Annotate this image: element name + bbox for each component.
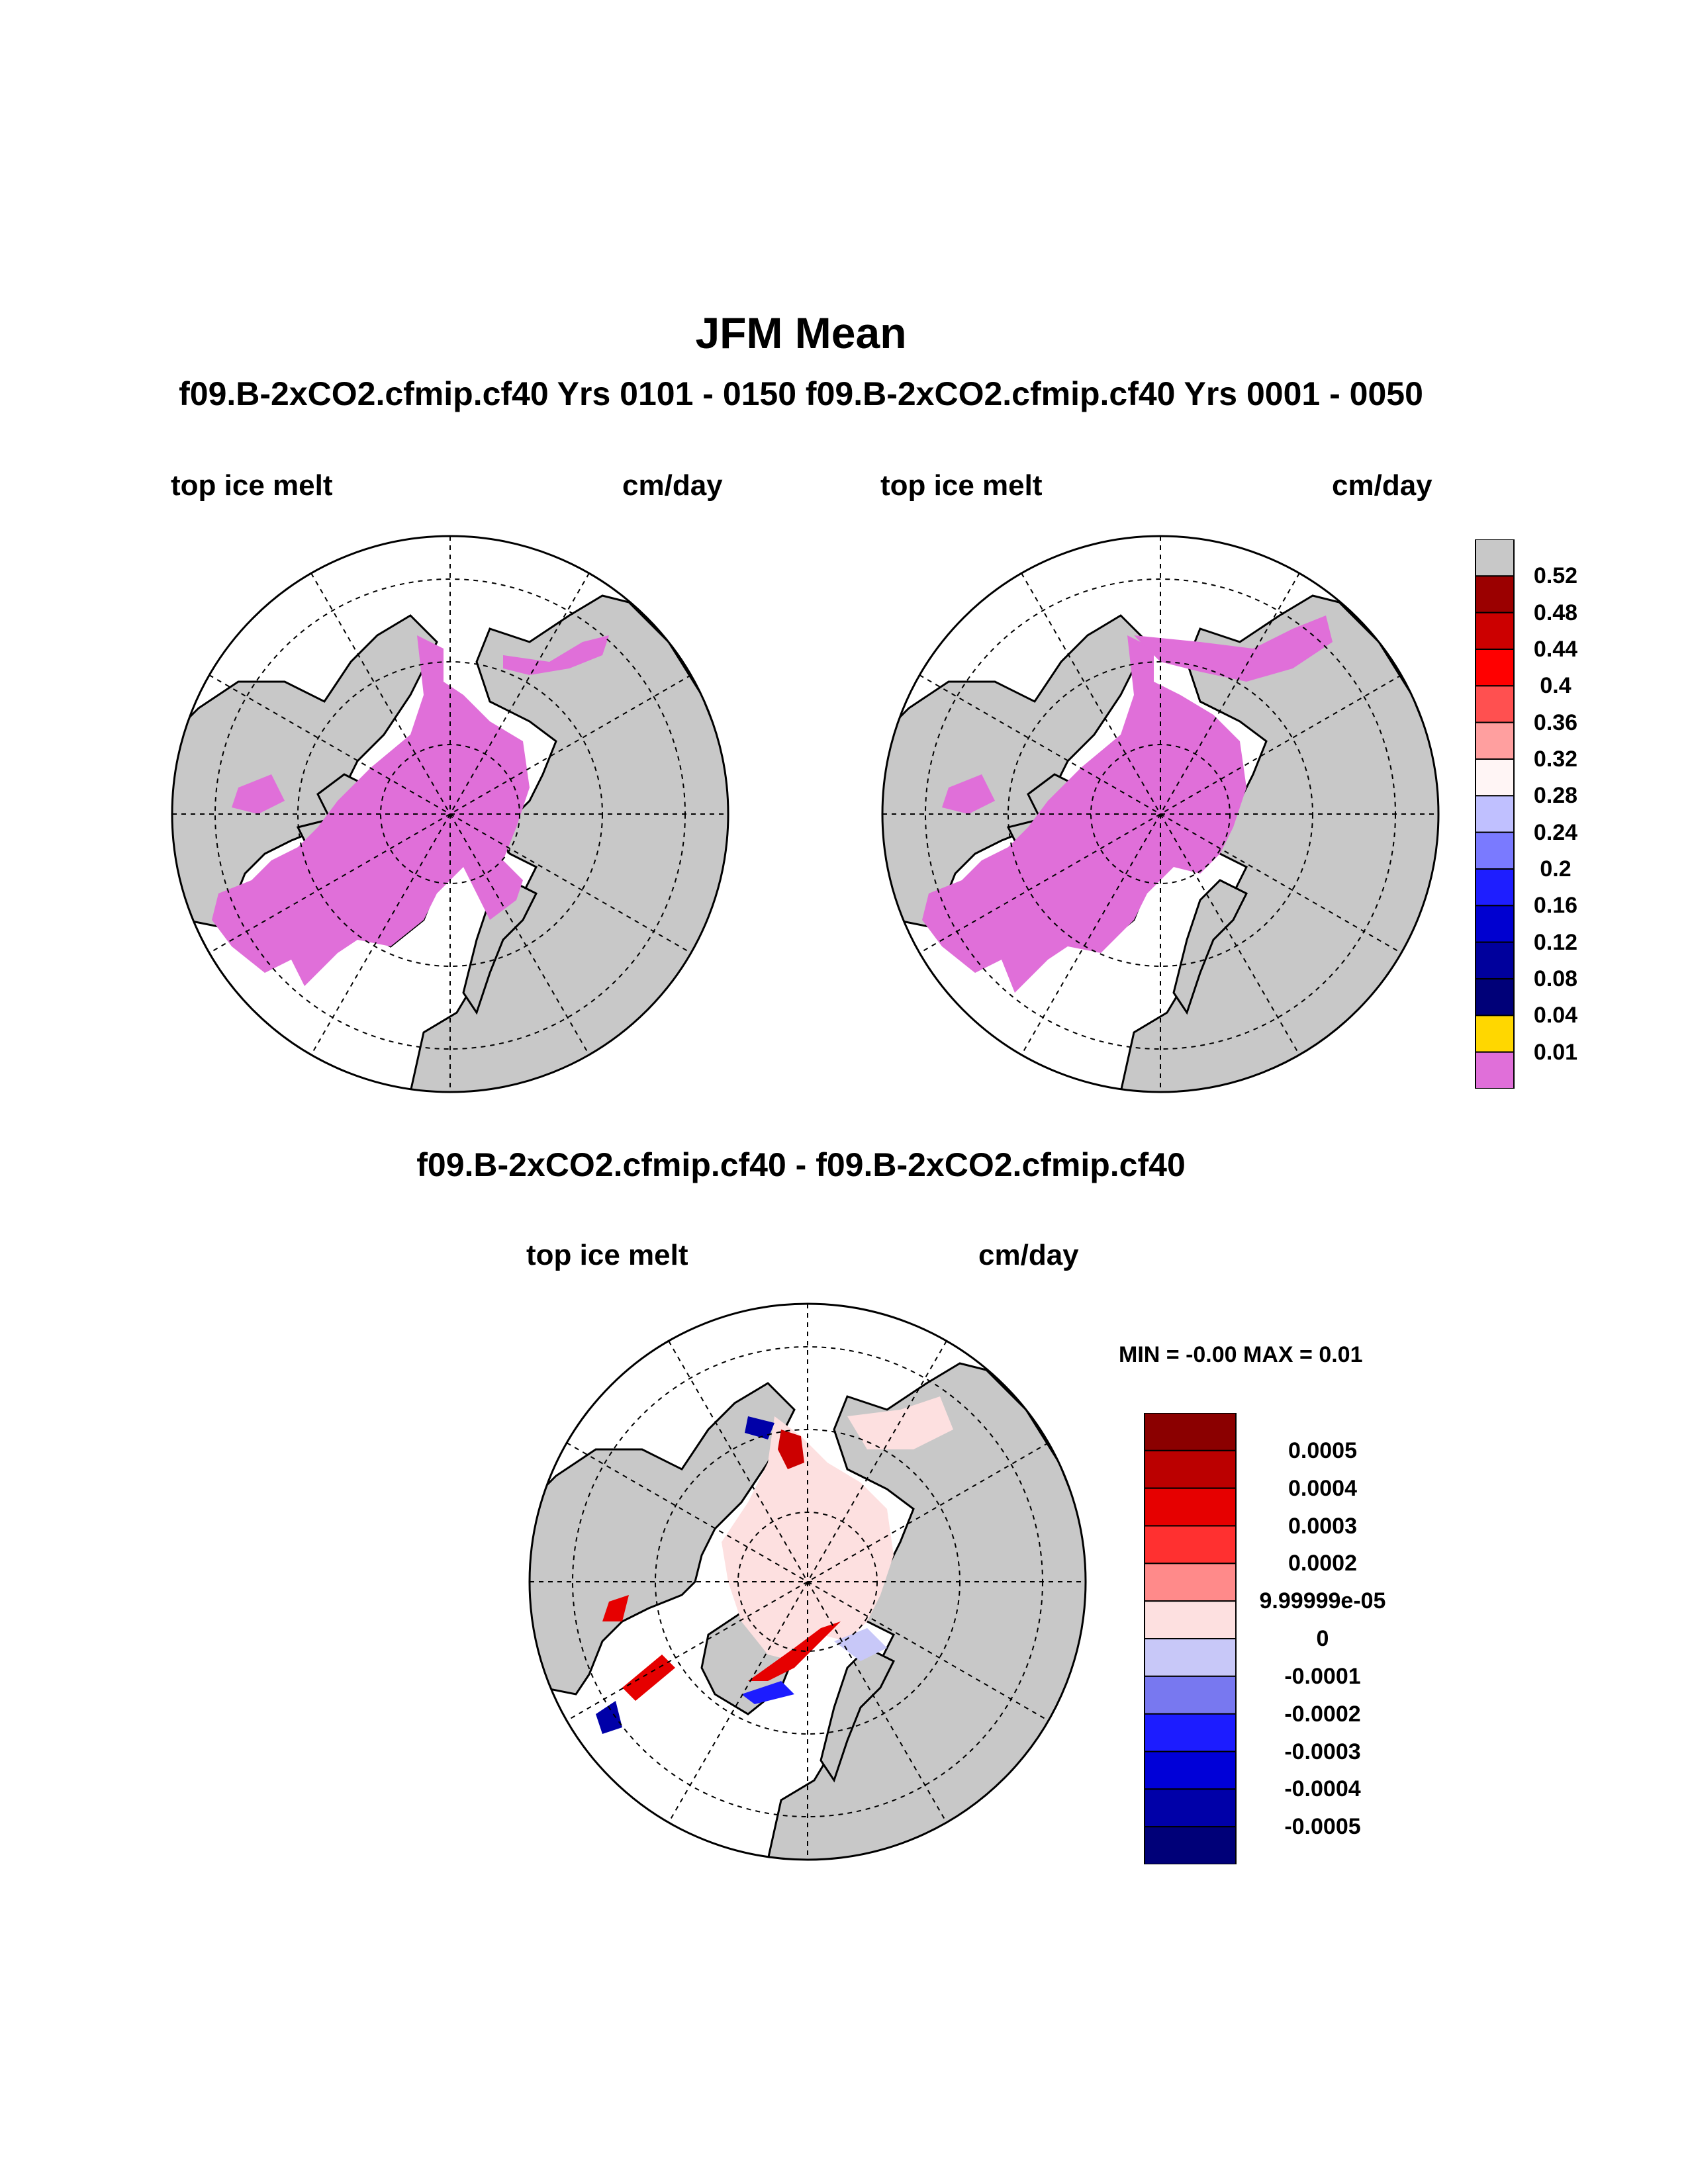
- diff-negative-bering: [745, 1416, 774, 1439]
- colorbar-label: 0.0003: [1288, 1513, 1357, 1539]
- min-max-readout: MIN = -0.00 MAX = 0.01: [1119, 1342, 1363, 1367]
- map-border: [881, 535, 1440, 1093]
- colorbar-box-7: [1144, 1675, 1237, 1715]
- colorbar-box-14: [1475, 1051, 1515, 1089]
- colorbar-label: 0.16: [1533, 893, 1578, 919]
- panel2-units-label: cm/day: [1332, 469, 1432, 502]
- colorbar-label: 0.12: [1533, 929, 1578, 955]
- diff-negative-barents: [834, 1628, 887, 1661]
- land-scandinavia: [820, 1647, 896, 1783]
- graticule: [172, 536, 728, 1092]
- page-title: JFM Mean: [695, 308, 907, 357]
- ice-melt-region-pacific: [503, 635, 609, 675]
- colorbar-box-13: [1475, 1015, 1515, 1053]
- colorbar-box-3: [1144, 1525, 1237, 1565]
- colorbar-label: -0.0002: [1284, 1701, 1361, 1727]
- colorbar-box-7: [1475, 795, 1515, 833]
- colorbar-label: 0.0002: [1288, 1551, 1357, 1576]
- colorbar-label: 0.52: [1533, 563, 1578, 589]
- colorbar-box-9: [1144, 1751, 1237, 1790]
- diff-positive-bering: [778, 1430, 804, 1469]
- map-border: [171, 535, 729, 1093]
- colorbar-label: 0.48: [1533, 600, 1578, 625]
- panel1-variable-label: top ice melt: [171, 469, 333, 502]
- colorbar-label: 0: [1316, 1626, 1329, 1651]
- colorbar-box-1: [1475, 575, 1515, 614]
- colorbar-box-2: [1144, 1487, 1237, 1527]
- colorbar-box-9: [1475, 868, 1515, 907]
- colorbar-box-5: [1475, 721, 1515, 760]
- colorbar-label: 0.01: [1533, 1039, 1578, 1065]
- colorbar-label: 9.99999e-05: [1259, 1588, 1386, 1614]
- colorbar-label: 0.04: [1533, 1003, 1578, 1028]
- colorbar-label: -0.0005: [1284, 1814, 1361, 1840]
- colorbar-label: -0.0003: [1284, 1739, 1361, 1764]
- colorbar-box-11: [1144, 1826, 1237, 1864]
- colorbar-label: 0.32: [1533, 747, 1578, 772]
- ice-melt-region: [922, 635, 1246, 993]
- colorbar-label: 0.28: [1533, 783, 1578, 809]
- diff-negative-atlantic: [741, 1681, 794, 1704]
- graticule: [882, 536, 1438, 1092]
- colorbar-box-0: [1144, 1413, 1237, 1451]
- colorbar-box-5: [1144, 1600, 1237, 1639]
- colorbar-label: 0.24: [1533, 819, 1578, 845]
- diff-variable-label: top ice melt: [526, 1239, 688, 1271]
- colorbar-box-11: [1475, 941, 1515, 980]
- colorbar-box-10: [1475, 905, 1515, 943]
- colorbar-label: -0.0001: [1284, 1663, 1361, 1689]
- land-scandinavia: [462, 879, 538, 1015]
- diff-positive-labrador: [602, 1595, 675, 1701]
- colorbar-label: 0.0005: [1288, 1437, 1357, 1463]
- diff-negative-labrador: [596, 1701, 622, 1734]
- colorbar-label: 0.2: [1540, 856, 1571, 882]
- diff-near-zero-pacific: [847, 1396, 953, 1449]
- diff-title: f09.B-2xCO2.cfmip.cf40 - f09.B-2xCO2.cfm…: [416, 1146, 1186, 1183]
- colorbar-box-8: [1475, 831, 1515, 870]
- diff-positive-atlantic: [748, 1621, 841, 1681]
- colorbar-label: 0.0004: [1288, 1475, 1357, 1501]
- colorbar-box-2: [1475, 612, 1515, 650]
- page-subtitle: f09.B-2xCO2.cfmip.cf40 Yrs 0101 - 0150 f…: [179, 375, 1423, 412]
- colorbar-box-12: [1475, 978, 1515, 1017]
- colorbar-box-6: [1475, 758, 1515, 797]
- colorbar-label: 0.4: [1540, 673, 1571, 699]
- panel2-variable-label: top ice melt: [880, 469, 1043, 502]
- colorbar-box-4: [1475, 685, 1515, 723]
- map-panel-diff: [528, 1302, 1087, 1861]
- colorbar-label: 0.36: [1533, 709, 1578, 735]
- map-panel-2: [881, 535, 1440, 1093]
- colorbar-box-10: [1144, 1788, 1237, 1828]
- colorbar-box-8: [1144, 1713, 1237, 1752]
- ice-melt-region-pacific: [1134, 615, 1333, 682]
- map-panel-1: [171, 535, 729, 1093]
- ice-melt-hudson: [232, 774, 285, 814]
- colorbar-label: 0.44: [1533, 637, 1578, 662]
- diff-colorbar: [1144, 1413, 1237, 1864]
- colorbar-box-3: [1475, 649, 1515, 687]
- colorbar-label: 0.08: [1533, 966, 1578, 991]
- colorbar-box-1: [1144, 1449, 1237, 1489]
- diff-units-label: cm/day: [978, 1239, 1079, 1271]
- top-colorbar: [1475, 539, 1515, 1089]
- ice-melt-hudson: [942, 774, 995, 814]
- colorbar-box-4: [1144, 1563, 1237, 1602]
- land-scandinavia: [1172, 879, 1248, 1015]
- panel1-units-label: cm/day: [622, 469, 723, 502]
- colorbar-label: -0.0004: [1284, 1776, 1361, 1802]
- colorbar-box-0: [1475, 539, 1515, 577]
- colorbar-box-6: [1144, 1638, 1237, 1677]
- graticule: [530, 1304, 1086, 1860]
- map-border: [528, 1302, 1087, 1861]
